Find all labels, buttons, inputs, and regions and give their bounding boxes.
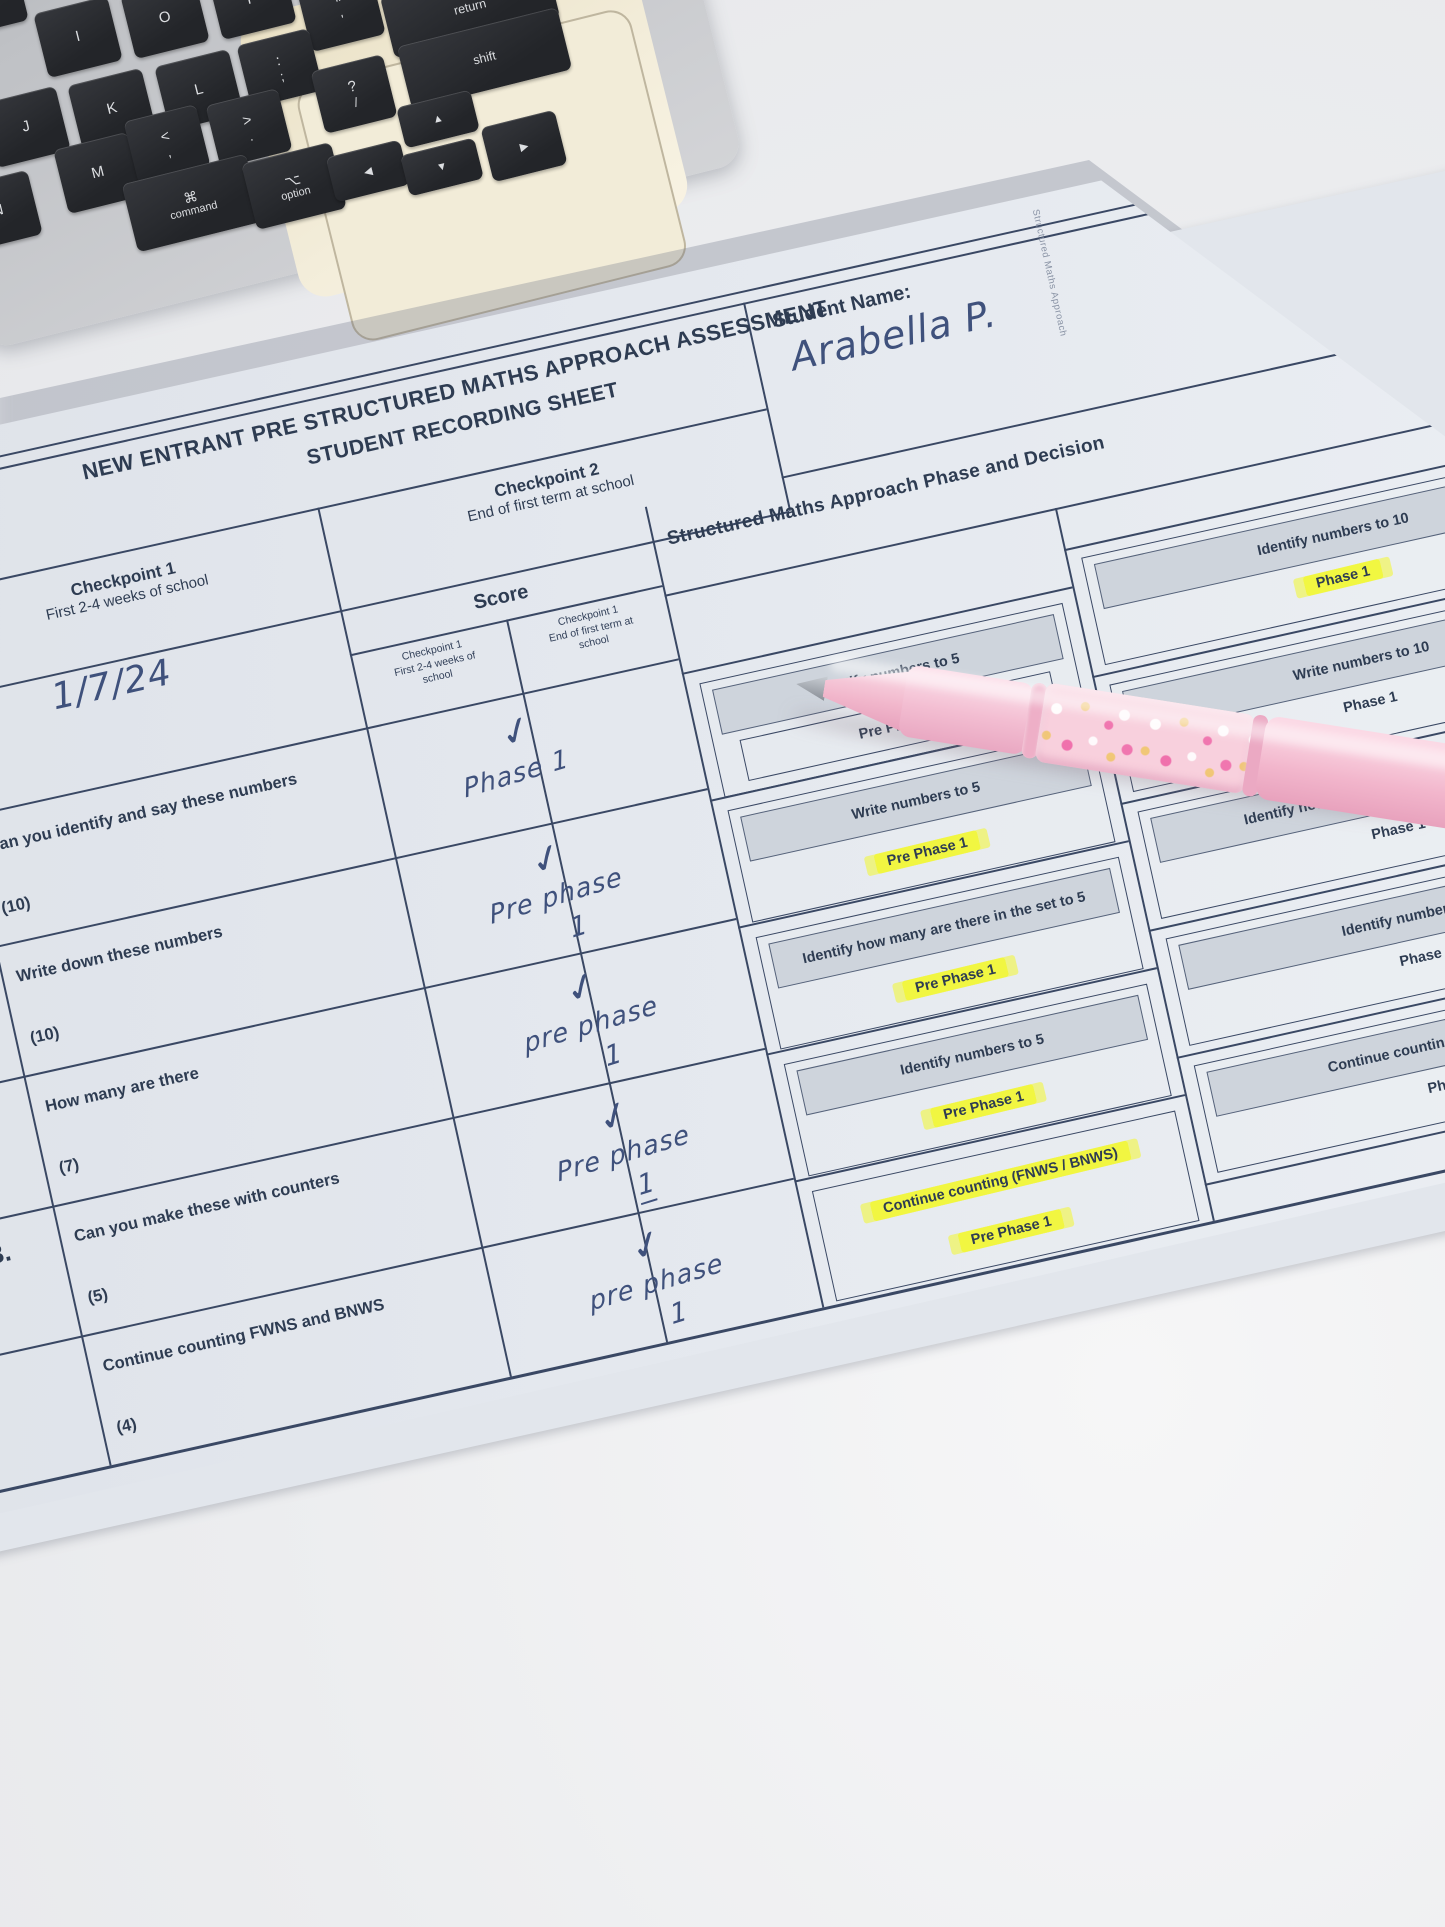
row-number: 3.	[0, 1236, 14, 1271]
checkpoint1-header: Checkpoint 1 First 2-4 weeks of school	[44, 558, 211, 624]
highlighted-phase: Phase 1	[1302, 558, 1384, 597]
highlighted-phase: Pre Phase 1	[873, 829, 982, 875]
question-row: Write down these numbers (10)	[14, 922, 225, 1048]
question-row: Can you identify and say these numbers (1…	[0, 770, 299, 918]
score-col1-header: Checkpoint 1 First 2-4 weeks of school	[393, 638, 477, 687]
score-col2-header: Checkpoint 1 End of first term at school	[547, 603, 635, 652]
highlighted-phase: Pre Phase 1	[929, 1083, 1038, 1129]
pen-ballpoint-tip	[794, 670, 828, 702]
question-row: How many are there (7)	[43, 1064, 201, 1178]
highlighted-phase: Pre Phase 1	[957, 1208, 1066, 1253]
highlighted-phase: Pre Phase 1	[901, 956, 1010, 1002]
watermark-text: Structured Maths Approach	[1029, 208, 1069, 338]
checkmark-handwritten: ✓	[590, 1089, 638, 1143]
checkmark-handwritten: ✓	[623, 1218, 670, 1272]
checkmark-handwritten: ✓	[493, 704, 540, 758]
checkmark-handwritten: ✓	[558, 960, 605, 1014]
question-row: Can you make these with counters (5)	[72, 1169, 342, 1308]
